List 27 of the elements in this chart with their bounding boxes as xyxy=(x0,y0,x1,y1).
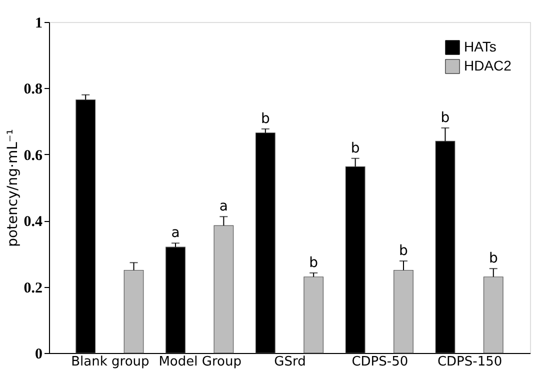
x-tick-label: Blank group xyxy=(71,354,150,370)
data-label: b xyxy=(309,254,318,271)
y-tick-label: 1 xyxy=(35,16,42,32)
x-tick-label: Model Group xyxy=(158,354,242,370)
data-label: b xyxy=(260,110,270,127)
bar xyxy=(304,276,324,354)
y-tick-label: 0.8 xyxy=(24,82,42,98)
legend-label: HATs xyxy=(464,38,496,54)
y-tick-label: 0 xyxy=(35,346,42,362)
data-label: a xyxy=(219,198,228,215)
bar xyxy=(483,276,504,354)
data-label: b xyxy=(440,110,450,126)
data-label: a xyxy=(171,225,180,242)
bar xyxy=(214,225,234,354)
x-tick-label: CDPS-150 xyxy=(437,354,502,370)
data-label: b xyxy=(399,242,408,259)
data-label: b xyxy=(488,250,498,267)
x-tick-label: GSrd xyxy=(274,354,306,370)
y-tick-label: 0.2 xyxy=(24,280,42,296)
legend-label: HDAC2 xyxy=(464,58,512,74)
data-label: b xyxy=(350,140,360,156)
y-tick-label: 0.6 xyxy=(24,148,43,164)
x-tick-label: CDPS-50 xyxy=(352,354,408,370)
y-tick-label: 0.4 xyxy=(24,214,43,230)
bar xyxy=(394,270,414,354)
y-axis-title: potency/ng·mL⁻¹ xyxy=(4,129,21,247)
bar xyxy=(124,270,144,354)
